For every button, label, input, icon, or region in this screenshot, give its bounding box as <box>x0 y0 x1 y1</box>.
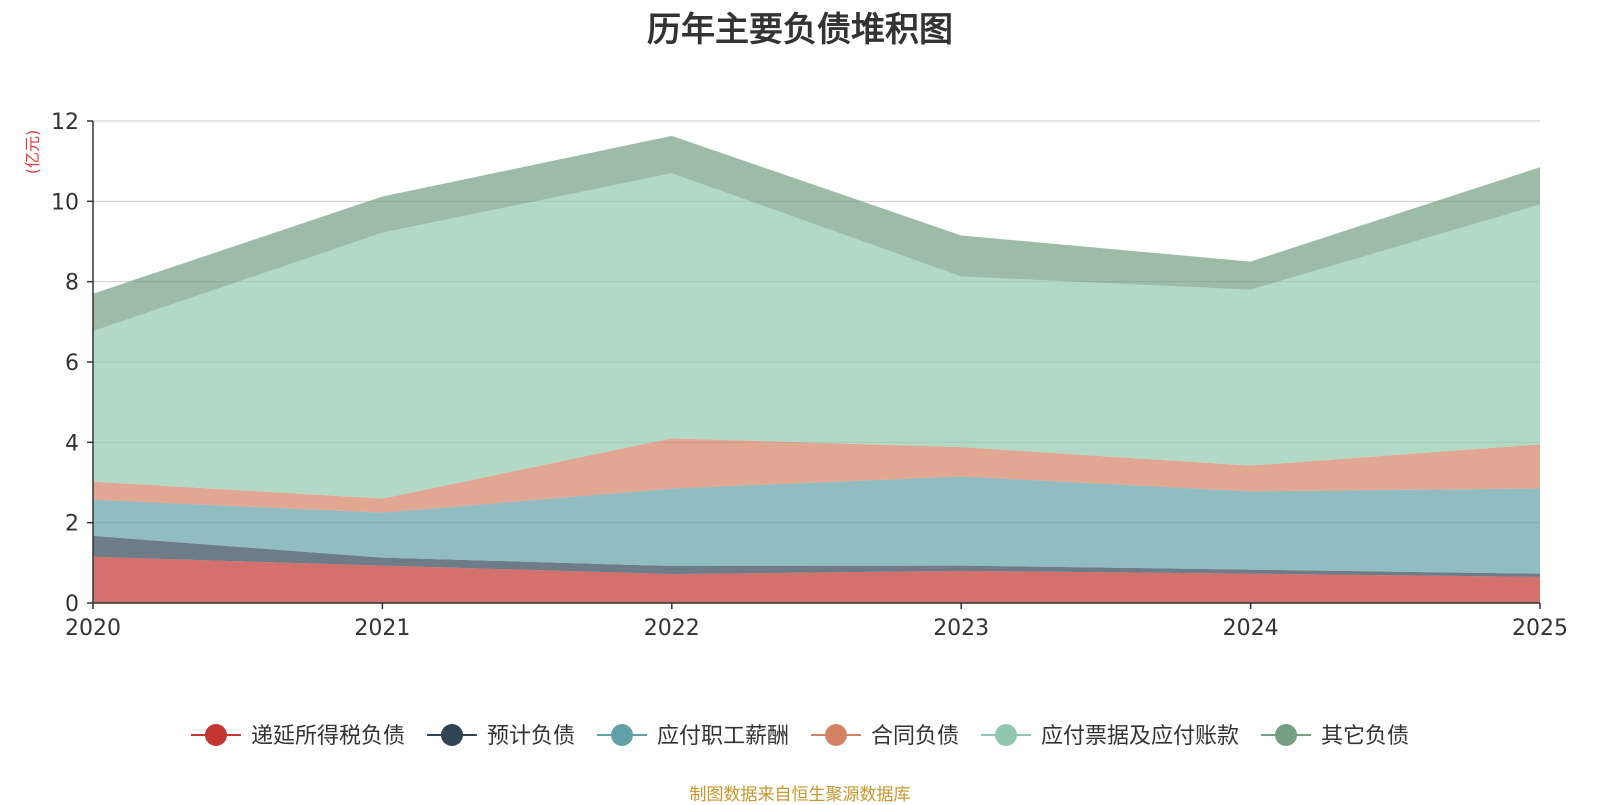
area-series-2 <box>93 535 1540 577</box>
y-tick-label: 2 <box>65 512 79 537</box>
y-axis-ticks: 0 2 4 6 8 10 12 <box>51 110 93 617</box>
legend-marker-icon <box>825 724 847 746</box>
legend: 递延所得税负债 预计负债 应付职工薪酬 合同负债 应付票据及应付账款 其它负债 <box>190 724 1409 749</box>
source-note: 制图数据来自恒生聚源数据库 <box>689 785 911 805</box>
legend-item[interactable]: 预计负债 <box>426 724 575 749</box>
x-tick-label: 2022 <box>644 616 700 641</box>
legend-marker-icon <box>995 724 1018 746</box>
legend-marker-icon <box>610 724 633 746</box>
area-series-5 <box>93 173 1540 499</box>
legend-marker-icon <box>204 724 227 746</box>
legend-marker-icon <box>440 724 463 746</box>
y-tick-label: 8 <box>65 271 79 296</box>
x-tick-label: 2024 <box>1223 616 1279 641</box>
x-tick-label: 2020 <box>65 616 121 641</box>
legend-label: 应付职工薪酬 <box>657 724 789 749</box>
area-series <box>93 135 1540 603</box>
y-axis-unit-text: (亿元) <box>23 130 42 175</box>
legend-item[interactable]: 应付职工薪酬 <box>596 724 789 749</box>
legend-label: 其它负债 <box>1321 724 1409 749</box>
area-series-4 <box>93 438 1540 513</box>
legend-marker-icon <box>1275 724 1298 746</box>
y-axis-unit-label: (亿元) <box>23 130 42 175</box>
legend-label: 预计负债 <box>487 724 575 749</box>
y-tick-label: 4 <box>65 431 79 456</box>
legend-item[interactable]: 其它负债 <box>1261 724 1409 749</box>
legend-label: 递延所得税负债 <box>251 724 405 749</box>
y-tick-label: 12 <box>51 110 79 135</box>
area-series-1 <box>93 556 1540 603</box>
legend-item[interactable]: 递延所得税负债 <box>190 724 405 749</box>
legend-label: 合同负债 <box>871 724 959 749</box>
legend-label: 应付票据及应付账款 <box>1041 724 1239 749</box>
x-axis-ticks: 2020 2021 2022 2023 2024 2025 <box>65 603 1568 641</box>
x-tick-label: 2021 <box>354 616 410 641</box>
x-tick-label: 2025 <box>1512 616 1568 641</box>
y-tick-label: 6 <box>65 351 79 376</box>
chart-title: 历年主要负债堆积图 <box>647 10 953 50</box>
y-tick-label: 10 <box>51 190 79 215</box>
legend-item[interactable]: 应付票据及应付账款 <box>981 724 1239 749</box>
area-series-3 <box>93 476 1540 574</box>
y-tick-label: 0 <box>65 592 79 617</box>
legend-item[interactable]: 合同负债 <box>811 724 959 749</box>
area-series-6 <box>93 135 1540 332</box>
x-tick-label: 2023 <box>933 616 989 641</box>
